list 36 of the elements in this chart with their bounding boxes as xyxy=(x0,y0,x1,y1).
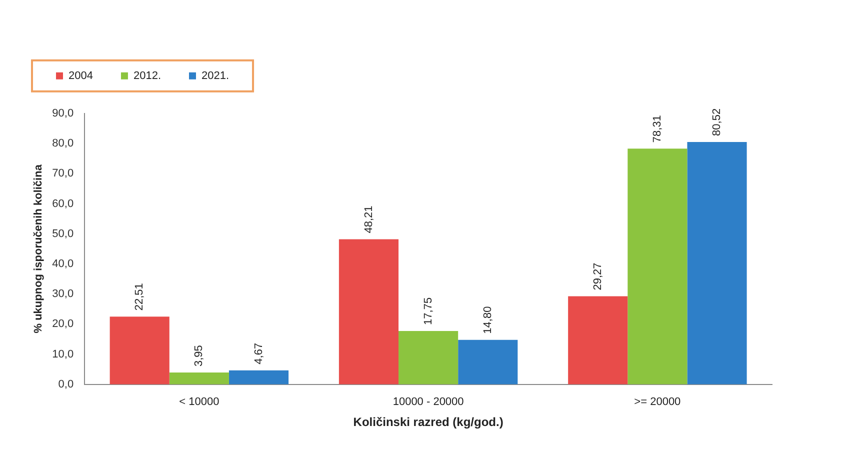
bar xyxy=(458,340,518,384)
y-axis-title: % ukupnog isporučenih količina xyxy=(32,164,45,334)
data-label: 22,51 xyxy=(134,283,146,311)
y-tick-label: 70,0 xyxy=(52,168,74,180)
bar xyxy=(110,316,170,384)
x-tick-label: < 10000 xyxy=(179,396,220,408)
legend-label: 2004 xyxy=(68,70,93,82)
bar xyxy=(228,370,289,384)
x-tick-label: 10000 - 20000 xyxy=(392,396,464,408)
data-label: 78,31 xyxy=(651,115,664,143)
x-axis-title: Količinski razred (kg/god.) xyxy=(353,415,504,430)
legend-label: 2012. xyxy=(133,70,161,82)
y-tick-label: 30,0 xyxy=(52,288,74,300)
data-label: 3,95 xyxy=(193,345,206,367)
y-tick-label: 80,0 xyxy=(52,138,74,150)
data-label: 29,27 xyxy=(592,262,604,290)
x-tick-label: >= 20000 xyxy=(634,396,681,408)
data-label: 80,52 xyxy=(711,108,724,136)
bar xyxy=(338,239,399,384)
y-tick-label: 20,0 xyxy=(52,318,74,330)
y-tick-label: 10,0 xyxy=(52,348,74,360)
bar xyxy=(628,148,688,384)
y-tick-label: 90,0 xyxy=(52,107,74,120)
data-label: 14,80 xyxy=(482,306,494,334)
y-tick-label: 60,0 xyxy=(52,198,74,210)
y-tick-label: 40,0 xyxy=(52,258,74,270)
bar xyxy=(568,296,628,384)
bar xyxy=(398,330,458,384)
data-label: 4,67 xyxy=(252,342,265,364)
data-label: 48,21 xyxy=(362,206,375,234)
data-label: 17,75 xyxy=(422,297,434,325)
y-tick-label: 0,0 xyxy=(58,378,74,390)
legend-label: 2021. xyxy=(202,70,230,82)
y-tick-label: 50,0 xyxy=(52,228,74,240)
bar xyxy=(169,372,229,384)
bar xyxy=(687,142,747,384)
